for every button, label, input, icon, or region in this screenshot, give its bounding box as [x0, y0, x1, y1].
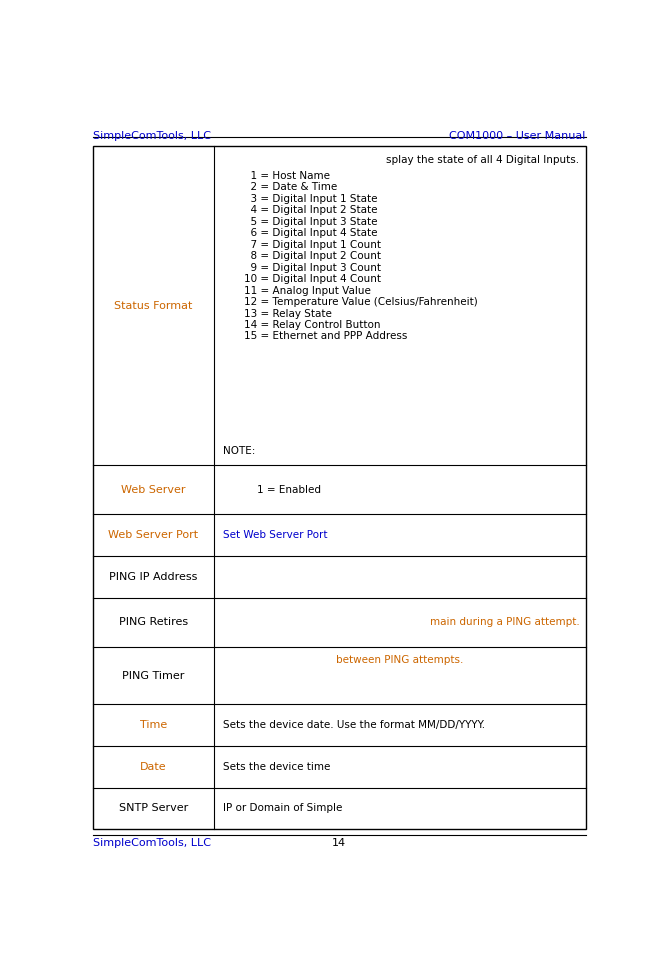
- Text: 7 = Digital Input 1 Count: 7 = Digital Input 1 Count: [244, 240, 381, 250]
- Text: 6 = Digital Input 4 State: 6 = Digital Input 4 State: [244, 228, 378, 238]
- Text: 3 = Digital Input 1 State: 3 = Digital Input 1 State: [244, 194, 378, 204]
- Text: splay the state of all 4 Digital Inputs.: splay the state of all 4 Digital Inputs.: [386, 155, 579, 165]
- Text: Web Server Port: Web Server Port: [108, 530, 199, 540]
- Text: Set Web Server Port: Set Web Server Port: [223, 530, 327, 540]
- Text: 8 = Digital Input 2 Count: 8 = Digital Input 2 Count: [244, 252, 381, 261]
- Text: 11 = Analog Input Value: 11 = Analog Input Value: [244, 286, 371, 296]
- Text: 1 = Host Name: 1 = Host Name: [244, 171, 330, 181]
- Text: between PING attempts.: between PING attempts.: [336, 655, 463, 664]
- Text: main during a PING attempt.: main during a PING attempt.: [430, 617, 579, 628]
- Text: 15 = Ethernet and PPP Address: 15 = Ethernet and PPP Address: [244, 331, 408, 342]
- Text: 14: 14: [332, 838, 346, 848]
- Text: 4 = Digital Input 2 State: 4 = Digital Input 2 State: [244, 205, 378, 215]
- Text: IP or Domain of Simple: IP or Domain of Simple: [223, 804, 342, 813]
- Text: SimpleComTools, LLC: SimpleComTools, LLC: [93, 132, 211, 141]
- Text: NOTE:: NOTE:: [223, 446, 255, 456]
- Text: SimpleComTools, LLC: SimpleComTools, LLC: [93, 838, 211, 848]
- Text: Web Server: Web Server: [121, 485, 185, 494]
- Text: 1 = Enabled: 1 = Enabled: [244, 485, 321, 494]
- Text: 13 = Relay State: 13 = Relay State: [244, 308, 332, 319]
- Text: Time: Time: [140, 720, 167, 730]
- Text: PING Retires: PING Retires: [118, 617, 188, 628]
- Text: 10 = Digital Input 4 Count: 10 = Digital Input 4 Count: [244, 275, 381, 284]
- Text: 2 = Date & Time: 2 = Date & Time: [244, 182, 338, 193]
- Text: 14 = Relay Control Button: 14 = Relay Control Button: [244, 320, 381, 330]
- Text: Sets the device date. Use the format MM/DD/YYYY.: Sets the device date. Use the format MM/…: [223, 720, 485, 730]
- Text: COM1000 – User Manual: COM1000 – User Manual: [449, 132, 585, 141]
- Text: 9 = Digital Input 3 Count: 9 = Digital Input 3 Count: [244, 263, 381, 273]
- Text: PING IP Address: PING IP Address: [109, 572, 197, 582]
- Text: Status Format: Status Format: [114, 300, 193, 311]
- Text: Sets the device time: Sets the device time: [223, 761, 330, 772]
- Text: PING Timer: PING Timer: [122, 671, 185, 681]
- Text: 5 = Digital Input 3 State: 5 = Digital Input 3 State: [244, 217, 378, 227]
- Text: 12 = Temperature Value (Celsius/Fahrenheit): 12 = Temperature Value (Celsius/Fahrenhe…: [244, 297, 478, 307]
- Text: SNTP Server: SNTP Server: [118, 804, 188, 813]
- Text: Date: Date: [140, 761, 167, 772]
